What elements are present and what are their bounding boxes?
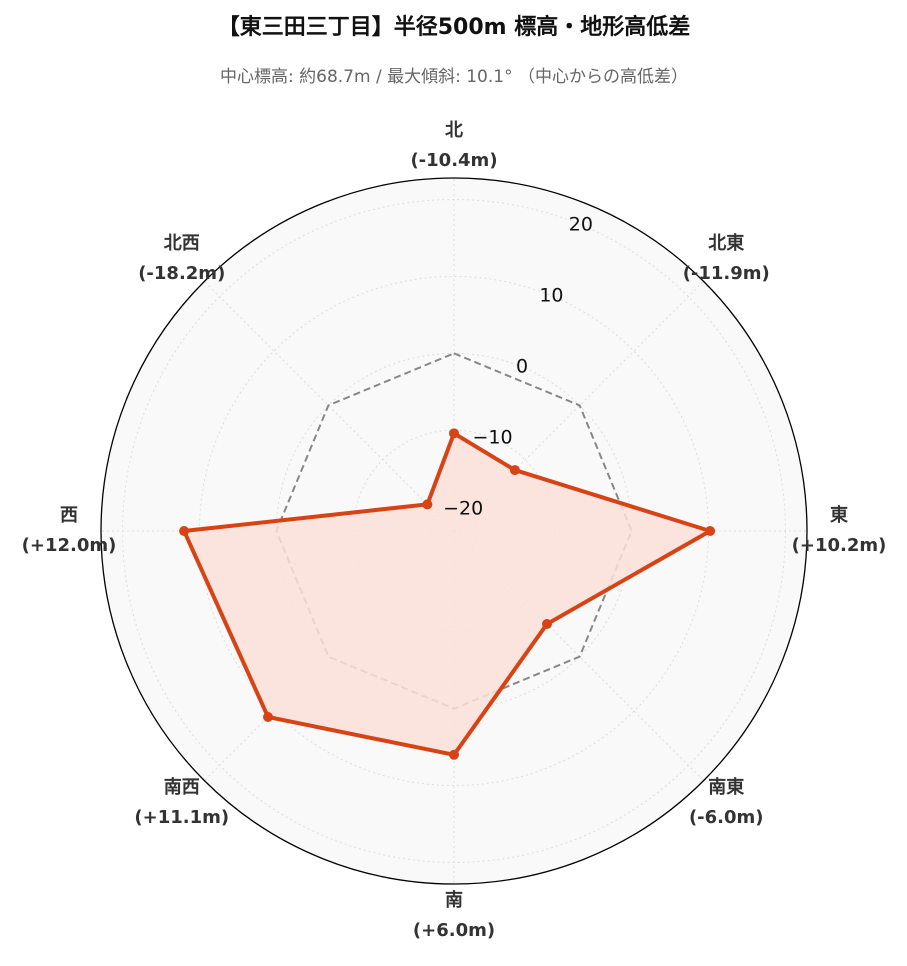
value-label: (+6.0m) bbox=[413, 920, 495, 941]
r-tick-label: 0 bbox=[516, 355, 528, 377]
value-label: (+10.2m) bbox=[792, 535, 887, 556]
category-label: 北 bbox=[445, 120, 463, 141]
category-label: 北東 bbox=[708, 232, 744, 254]
chart-title: 【東三田三丁目】半径500m 標高・地形高低差 bbox=[218, 14, 691, 40]
r-tick-label: 20 bbox=[569, 213, 593, 235]
chart-subtitle: 中心標高: 約68.7m / 最大傾斜: 10.1° （中心からの高低差） bbox=[220, 67, 688, 87]
category-label: 西 bbox=[60, 505, 78, 526]
r-tick-label: 10 bbox=[539, 284, 563, 306]
category-label: 東 bbox=[830, 504, 848, 526]
spoke bbox=[453, 530, 704, 781]
spoke bbox=[453, 281, 704, 532]
r-tick-label: −20 bbox=[443, 497, 483, 519]
value-label: (-11.9m) bbox=[683, 263, 770, 284]
data-point bbox=[541, 618, 552, 629]
value-label: (-10.4m) bbox=[410, 150, 497, 171]
plot-border bbox=[100, 177, 808, 885]
data-point bbox=[509, 465, 520, 476]
data-point bbox=[263, 711, 274, 722]
data-point bbox=[449, 428, 459, 439]
category-label: 南西 bbox=[164, 776, 200, 798]
data-point bbox=[705, 526, 716, 536]
data-point bbox=[179, 526, 190, 536]
data-point bbox=[422, 499, 433, 510]
r-tick-label: −10 bbox=[472, 426, 512, 448]
value-label: (+11.1m) bbox=[134, 807, 229, 828]
category-label: 南 bbox=[445, 889, 463, 911]
category-label: 北西 bbox=[164, 233, 200, 254]
spoke bbox=[204, 281, 455, 532]
value-label: (-6.0m) bbox=[689, 807, 764, 828]
value-label: (+12.0m) bbox=[22, 535, 117, 556]
category-label: 南東 bbox=[708, 776, 744, 798]
value-label: (-18.2m) bbox=[138, 263, 225, 284]
data-point bbox=[449, 749, 459, 760]
